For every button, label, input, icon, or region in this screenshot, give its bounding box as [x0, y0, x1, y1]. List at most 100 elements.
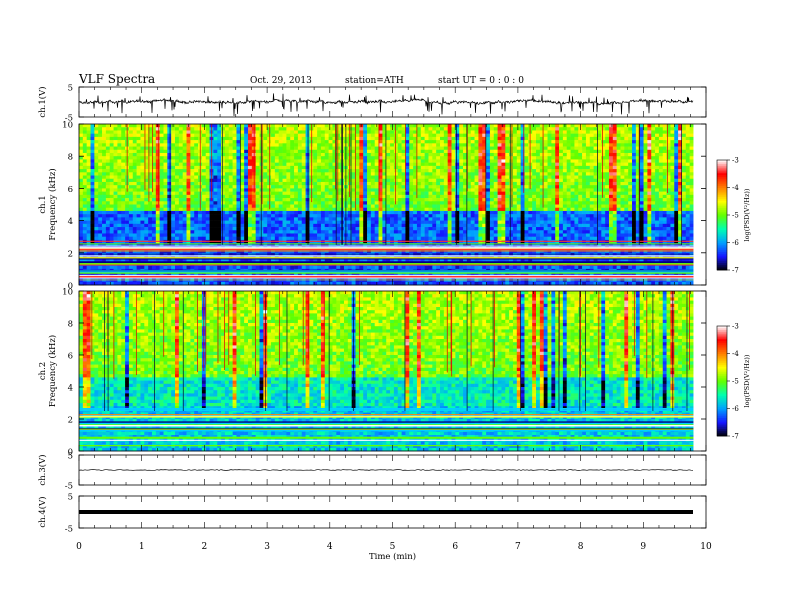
ch1-spec-cell [475, 188, 479, 192]
ch1-spec-cell [140, 159, 144, 163]
ch1-spec-cell [582, 188, 586, 192]
ch1-spec-cell [160, 172, 164, 176]
ch1-spec-cell [106, 150, 110, 154]
ch1-spec-cell [229, 176, 233, 180]
ch1-spec-cell [375, 127, 379, 131]
ch1-spec-cell [375, 176, 379, 180]
ch1-spec-cell [613, 172, 617, 176]
ch1-spec-cell [79, 182, 83, 186]
ch1-spec-cell [229, 217, 233, 221]
ch1-spec-cell [140, 130, 144, 134]
ch1-spec-cell [83, 208, 87, 212]
ch1-spec-cell [102, 205, 106, 209]
ch1-spec-cell [563, 179, 567, 183]
ch1-spec-cell [144, 192, 148, 196]
ch1-spec-cell [140, 195, 144, 199]
ch1-spec-cell [286, 179, 290, 183]
ch1-spec-cell [202, 156, 206, 160]
ch1-trace [79, 93, 693, 116]
ch1-spec-cell [375, 137, 379, 141]
ch1-spec-cell [283, 176, 287, 180]
ch1-spec-cell [532, 185, 536, 189]
ch1-spec-cell [574, 166, 578, 170]
ch1-spec-cell [225, 221, 229, 225]
ch1-spec-cell [574, 217, 578, 221]
ch1-spec-cell [271, 143, 275, 147]
ch1-spec-cell [505, 195, 509, 199]
ch1-spec-cell [87, 205, 91, 209]
ch1-spec-cell [263, 221, 267, 225]
ch1-spec-cell [567, 185, 571, 189]
ch1-spec-cell [632, 195, 636, 199]
ch1-spec-cell [563, 182, 567, 186]
ch1-spec-cell [555, 150, 559, 154]
ch1-spec-cell [163, 134, 167, 138]
ch1-spec-cell [359, 221, 363, 225]
ch1-spec-cell [398, 205, 402, 209]
ch1-spec-cell [286, 134, 290, 138]
ch1-spec-cell [605, 205, 609, 209]
ch1-spec-cell [202, 130, 206, 134]
ch1-spec-cell [359, 198, 363, 202]
ch1-spec-cell [286, 208, 290, 212]
ch1-spec-cell [329, 214, 333, 218]
ch1-spec-cell [256, 169, 260, 173]
ch1-spec-cell [574, 140, 578, 144]
ch1-spec-cell [452, 147, 456, 151]
ch1-spec-cell [567, 176, 571, 180]
ch1-spec-cell [83, 143, 87, 147]
ch1-spec-cell [121, 221, 125, 225]
ch1-spec-cell [524, 176, 528, 180]
ch1-spec-cell [501, 208, 505, 212]
ch1-spec-cell [655, 176, 659, 180]
ch1-spec-cell [190, 176, 194, 180]
ch1-spec-cell [194, 143, 198, 147]
ch1-spec-cell [213, 205, 217, 209]
ch1-spec-cell [321, 192, 325, 196]
ch1-spec-cell [179, 182, 183, 186]
ch1-spec-cell [110, 172, 114, 176]
ch1-spec-cell [555, 127, 559, 131]
ch1-spec-cell [302, 201, 306, 205]
ch1-spec-cell [582, 182, 586, 186]
ch1-spec-cell [494, 179, 498, 183]
ch1-spec-cell [501, 176, 505, 180]
ch1-spec-cell [371, 156, 375, 160]
ch1-spec-cell [233, 221, 237, 225]
ch1-spec-cell [140, 198, 144, 202]
ch1-spec-cell [640, 195, 644, 199]
ch1-spec-cell [117, 127, 121, 131]
ch1-spec-cell [298, 198, 302, 202]
ch1-spec-cell [659, 179, 663, 183]
ch1-spec-cell [386, 179, 390, 183]
ch1-spec-cell [279, 217, 283, 221]
ch1-spec-cell [290, 166, 294, 170]
ch1-spec-cell [551, 150, 555, 154]
ch1-spec-cell [490, 169, 494, 173]
ch1-spec-cell [670, 150, 674, 154]
ch1-spec-cell [98, 163, 102, 167]
ch1-spec-cell [425, 179, 429, 183]
ch1-spec-cell [175, 163, 179, 167]
ch1-spec-cell [171, 130, 175, 134]
ch1-spec-cell [475, 208, 479, 212]
ch1-spec-cell [271, 163, 275, 167]
ch1-spec-cell [655, 205, 659, 209]
ch1-spec-cell [317, 185, 321, 189]
ch1-spec-cell [601, 195, 605, 199]
ch1-spec-cell [256, 221, 260, 225]
ch1-spec-cell [98, 127, 102, 131]
ch1-spec-cell [624, 153, 628, 157]
ch1-spec-cell [605, 159, 609, 163]
ch1-spec-cell [121, 159, 125, 163]
ch1-spec-cell [329, 188, 333, 192]
ch1-spec-cell [87, 140, 91, 144]
ch1-spec-cell [171, 198, 175, 202]
ch1-spec-cell [140, 147, 144, 151]
ch1-spec-cell [651, 208, 655, 212]
ch1-spec-cell [586, 185, 590, 189]
ch1-spec-cell [644, 163, 648, 167]
ch1-spec-cell [294, 127, 298, 131]
ch1-spec-cell [640, 198, 644, 202]
ch1-spec-cell [601, 159, 605, 163]
